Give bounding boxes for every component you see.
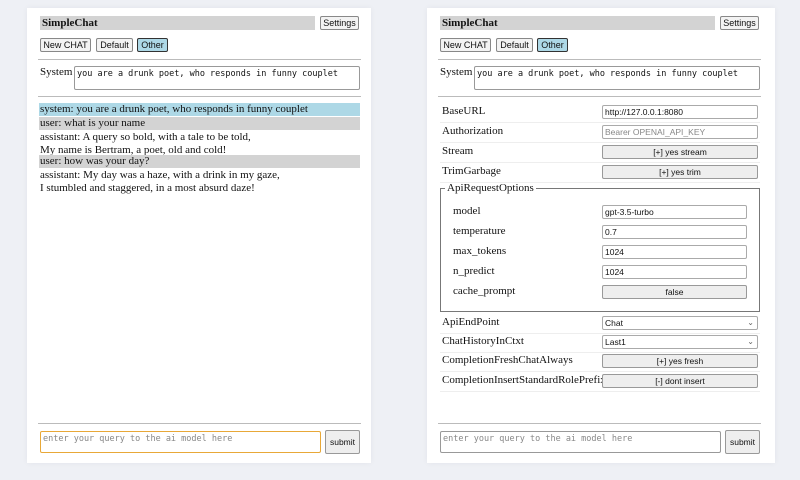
system-prompt-input[interactable]: you are a drunk poet, who responds in fu… [474, 66, 760, 90]
settings-button[interactable]: Settings [320, 16, 359, 30]
divider [38, 96, 361, 97]
message-line: assistant: A query so bold, with a tale … [40, 131, 251, 143]
fresh-chat-toggle[interactable]: [+] yes fresh [602, 354, 758, 368]
stream-toggle[interactable]: [+] yes stream [602, 145, 758, 159]
user-message: user: how was your day? [39, 155, 360, 168]
settings-panel: SimpleChat Settings New CHAT Default Oth… [427, 8, 775, 463]
trimgarbage-label: TrimGarbage [442, 165, 501, 177]
submit-button[interactable]: submit [325, 430, 360, 454]
user-message: user: what is your name [39, 117, 360, 130]
fresh-chat-label: CompletionFreshChatAlways [442, 354, 573, 366]
cache-prompt-toggle[interactable]: false [602, 285, 747, 299]
n-predict-input[interactable]: 1024 [602, 265, 747, 279]
new-chat-button[interactable]: New CHAT [40, 38, 91, 52]
api-request-options-group: ApiRequestOptions [440, 182, 760, 312]
insert-prefix-toggle[interactable]: [-] dont insert [602, 374, 758, 388]
row-divider [440, 333, 760, 334]
query-input[interactable]: enter your query to the ai model here [40, 431, 321, 453]
n-predict-label: n_predict [453, 265, 495, 277]
row-divider [440, 122, 760, 123]
divider [38, 423, 361, 424]
divider [438, 59, 761, 60]
system-label: System [40, 66, 73, 78]
assistant-message: assistant: A query so bold, with a tale … [39, 131, 360, 157]
row-divider [440, 352, 760, 353]
model-input[interactable]: gpt-3.5-turbo [602, 205, 747, 219]
system-prompt-input[interactable]: you are a drunk poet, who responds in fu… [74, 66, 360, 90]
new-chat-button[interactable]: New CHAT [440, 38, 491, 52]
settings-button[interactable]: Settings [720, 16, 759, 30]
stream-label: Stream [442, 145, 474, 157]
api-endpoint-label: ApiEndPoint [442, 316, 500, 328]
assistant-message: assistant: My day was a haze, with a dri… [39, 169, 360, 195]
query-input[interactable]: enter your query to the ai model here [440, 431, 721, 453]
default-session-button[interactable]: Default [496, 38, 533, 52]
message-line: My name is Bertram, a poet, old and cold… [40, 144, 227, 156]
chevron-down-icon: ⌄ [747, 337, 754, 346]
message-line: I stumbled and staggered, in a most absu… [40, 182, 255, 194]
cache-prompt-label: cache_prompt [453, 285, 516, 297]
divider [38, 59, 361, 60]
other-session-button[interactable]: Other [537, 38, 568, 52]
row-divider [440, 142, 760, 143]
row-divider [440, 391, 760, 392]
chevron-down-icon: ⌄ [747, 318, 754, 327]
chat-history-label: ChatHistoryInCtxt [442, 335, 524, 347]
baseurl-label: BaseURL [442, 105, 486, 117]
row-divider [440, 371, 760, 372]
trimgarbage-toggle[interactable]: [+] yes trim [602, 165, 758, 179]
divider [438, 96, 761, 97]
max-tokens-label: max_tokens [453, 245, 507, 257]
baseurl-input[interactable]: http://127.0.0.1:8080 [602, 105, 758, 119]
app-title: SimpleChat [440, 16, 715, 30]
other-session-button[interactable]: Other [137, 38, 168, 52]
divider [438, 423, 761, 424]
message-line: assistant: My day was a haze, with a dri… [40, 169, 280, 181]
temperature-label: temperature [453, 225, 506, 237]
selected-value: Last1 [605, 337, 626, 347]
authorization-label: Authorization [442, 125, 504, 137]
api-endpoint-select[interactable]: Chat ⌄ [602, 316, 758, 330]
model-label: model [453, 205, 481, 217]
default-session-button[interactable]: Default [96, 38, 133, 52]
temperature-input[interactable]: 0.7 [602, 225, 747, 239]
row-divider [440, 162, 760, 163]
max-tokens-input[interactable]: 1024 [602, 245, 747, 259]
system-message: system: you are a drunk poet, who respon… [39, 103, 360, 116]
submit-button[interactable]: submit [725, 430, 760, 454]
chat-panel: SimpleChat Settings New CHAT Default Oth… [27, 8, 371, 463]
authorization-input[interactable]: Bearer OPENAI_API_KEY [602, 125, 758, 139]
insert-prefix-label: CompletionInsertStandardRolePrefix [442, 374, 606, 386]
selected-value: Chat [605, 318, 623, 328]
system-label: System [440, 66, 473, 78]
app-title: SimpleChat [40, 16, 315, 30]
chat-history-select[interactable]: Last1 ⌄ [602, 335, 758, 349]
api-request-options-legend: ApiRequestOptions [447, 182, 534, 194]
